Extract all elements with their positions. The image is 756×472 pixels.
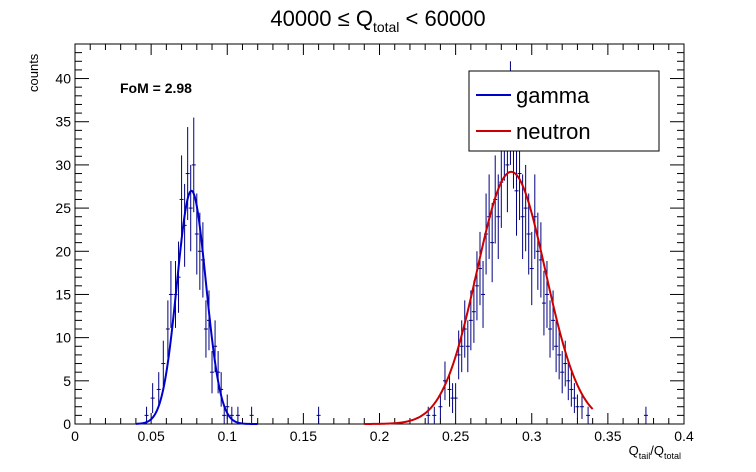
y-axis-label: counts [26, 53, 41, 92]
x-tick-label: 0.1 [218, 428, 238, 444]
data-point [161, 340, 166, 387]
data-point [432, 406, 437, 424]
y-tick-label: 5 [63, 373, 71, 389]
data-point [438, 394, 443, 419]
y-tick-label: 20 [55, 243, 71, 259]
data-point [541, 270, 546, 336]
chart-title: 40000 ≤ Qtotal < 60000 [270, 6, 485, 35]
data-point [235, 406, 240, 424]
data-point [165, 300, 170, 358]
data-point [490, 203, 495, 283]
legend-box [468, 70, 660, 152]
data-point [203, 300, 208, 358]
legend-label-neutron: neutron [516, 119, 591, 144]
axis-ticks [74, 43, 685, 425]
data-point [456, 330, 461, 380]
data-point [229, 406, 234, 424]
data-point [185, 127, 190, 221]
x-tick-label: 0.05 [138, 428, 165, 444]
data-point [465, 320, 470, 373]
data-point [156, 372, 161, 407]
data-point [447, 372, 452, 407]
data-point [560, 351, 565, 394]
x-axis-label: Qtail/Qtotal [629, 443, 681, 461]
x-tick-label: 0.25 [442, 428, 469, 444]
data-point [535, 212, 540, 290]
data-point [222, 406, 227, 424]
data-point [575, 394, 580, 419]
data-point [477, 231, 482, 306]
data-point [520, 174, 525, 260]
data-point [643, 406, 648, 424]
axis-tick-labels: 0 0.05 0.1 0.15 0.2 0.25 0.3 0.35 0.4 0 5 10 15 20 25 3… [55, 71, 694, 444]
y-tick-label: 25 [55, 200, 71, 216]
x-tick-label: 0 [71, 428, 79, 444]
data-point [453, 383, 458, 414]
x-tick-label: 0.3 [522, 428, 542, 444]
fom-annotation: FoM = 2.98 [120, 80, 192, 96]
data-point [168, 261, 173, 328]
data-point [572, 383, 577, 414]
data-point [316, 406, 321, 424]
data-point [188, 164, 193, 252]
data-point [526, 193, 531, 275]
data-point [529, 231, 534, 306]
x-tick-label: 0.35 [594, 428, 621, 444]
data-point [557, 330, 562, 380]
y-tick-label: 30 [55, 157, 71, 173]
y-tick-label: 10 [55, 330, 71, 346]
x-tick-label: 0.2 [370, 428, 390, 444]
data-point [474, 251, 479, 321]
data-point [548, 300, 553, 358]
data-point [471, 280, 476, 343]
data-point [579, 394, 584, 419]
x-tick-label: 0.4 [674, 428, 694, 444]
y-tick-label: 15 [55, 286, 71, 302]
title-prefix: 40000 ≤ Q [270, 6, 373, 31]
y-tick-label: 35 [55, 114, 71, 130]
x-tick-label: 0.15 [290, 428, 317, 444]
data-point [554, 320, 559, 373]
fit-curve-neutron [364, 170, 594, 425]
legend-label-gamma: gamma [516, 83, 590, 108]
fit-curve-gamma [135, 189, 258, 425]
data-point [459, 320, 464, 373]
data-point [544, 261, 549, 328]
data-point [249, 406, 254, 424]
data-point [523, 164, 528, 252]
data-point [514, 145, 519, 236]
data-point [179, 155, 184, 244]
data-point [569, 372, 574, 407]
data-point [210, 351, 215, 394]
y-tick-label: 0 [63, 416, 71, 432]
legend: gamma neutron [468, 70, 660, 152]
series-gamma [135, 117, 648, 425]
data-point [586, 406, 591, 424]
y-tick-label: 40 [55, 71, 71, 87]
data-point [150, 383, 155, 414]
data-point [481, 261, 486, 328]
title-subscript: total [373, 19, 399, 35]
data-point [566, 361, 571, 401]
title-suffix: < 60000 [399, 6, 485, 31]
